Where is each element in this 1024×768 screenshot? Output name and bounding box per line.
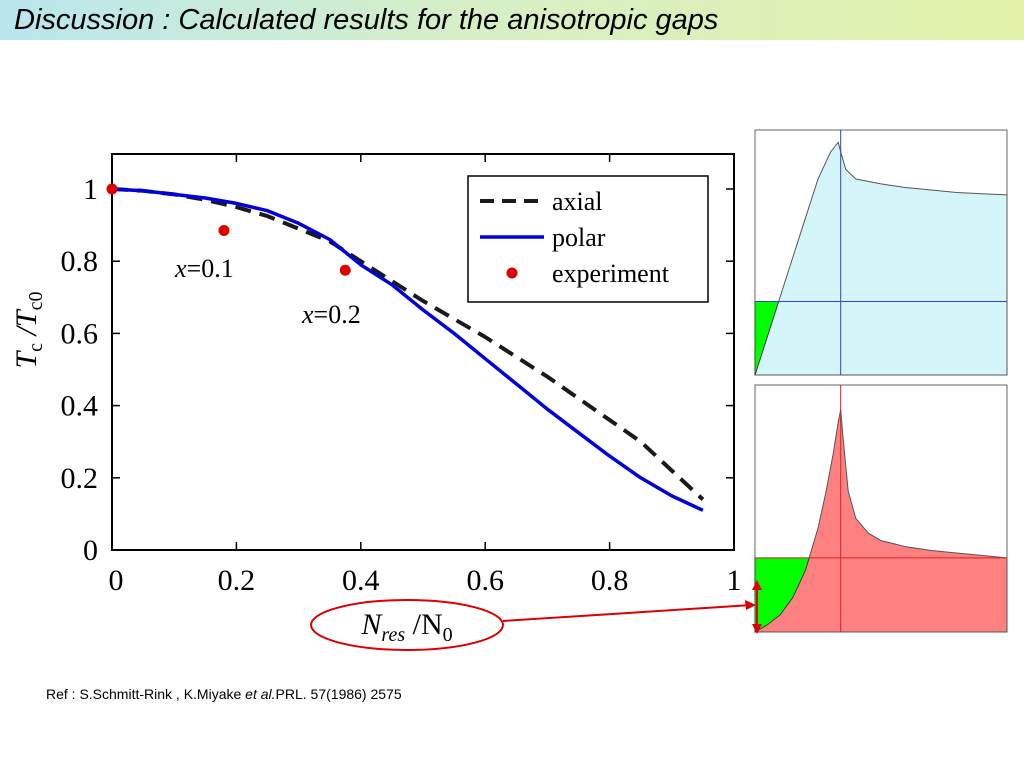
dos-panel-top xyxy=(754,129,1008,376)
x-tick-label: 1 xyxy=(727,564,742,597)
x-axis-label: Nres /N0 xyxy=(360,608,452,646)
legend: axial polar experiment xyxy=(467,175,709,303)
y-axis-label: Tc /Tc0 xyxy=(10,292,47,369)
title-bar: Discussion : Calculated results for the … xyxy=(0,0,1024,40)
y-tick-label: 0.4 xyxy=(61,390,99,423)
legend-label-polar: polar xyxy=(552,223,606,252)
dos-panel-bottom xyxy=(753,384,1008,633)
annotation-x02: x=0.2 xyxy=(301,300,361,329)
legend-label-axial: axial xyxy=(552,187,603,216)
x-tick-label: 0.6 xyxy=(466,564,504,597)
legend-swatch-experiment xyxy=(506,267,518,279)
connector-arrow-head xyxy=(745,600,756,610)
x-tick-label: 0.8 xyxy=(591,564,629,597)
reference-prefix: Ref : S.Schmitt-Rink , K.Miyake xyxy=(46,686,246,702)
main-tick-labels: 0 0.2 0.4 0.6 0.8 1 0 0.2 0.4 0.6 0.8 1 xyxy=(61,173,742,597)
annotation-x01: x=0.1 xyxy=(174,254,234,283)
x-tick-label: 0.2 xyxy=(218,564,256,597)
reference-suffix: PRL. 57(1986) 2575 xyxy=(275,686,402,702)
gap-bracket-arrow-head-up xyxy=(752,580,762,590)
series-line-axial xyxy=(111,187,705,501)
gap-bracket-arrow-head-down xyxy=(752,624,762,634)
x-tick-label: 0 xyxy=(109,564,124,597)
y-tick-label: 1 xyxy=(83,173,98,206)
x-tick-label: 0.4 xyxy=(342,564,380,597)
y-tick-label: 0 xyxy=(83,534,98,567)
xlabel-highlight-ellipse xyxy=(310,599,504,651)
main-ticks xyxy=(111,154,735,551)
dos-area xyxy=(754,141,1008,376)
y-tick-label: 0.6 xyxy=(61,317,99,350)
experiment-point xyxy=(218,225,230,237)
reference-etal: et al. xyxy=(245,686,276,702)
main-series xyxy=(111,187,705,512)
legend-label-experiment: experiment xyxy=(552,259,670,288)
y-tick-label: 0.2 xyxy=(61,462,99,495)
main-plot-frame xyxy=(111,153,735,551)
experiment-points xyxy=(106,183,351,276)
connector-arrow-line xyxy=(502,604,753,622)
series-line-polar xyxy=(111,187,704,512)
y-tick-label: 0.8 xyxy=(61,245,99,278)
experiment-point xyxy=(106,183,118,195)
slide-title: Discussion : Calculated results for the … xyxy=(14,4,719,36)
experiment-point xyxy=(339,264,351,276)
reference-citation: Ref : S.Schmitt-Rink , K.Miyake et al.PR… xyxy=(46,686,402,702)
legend-box xyxy=(467,175,709,303)
